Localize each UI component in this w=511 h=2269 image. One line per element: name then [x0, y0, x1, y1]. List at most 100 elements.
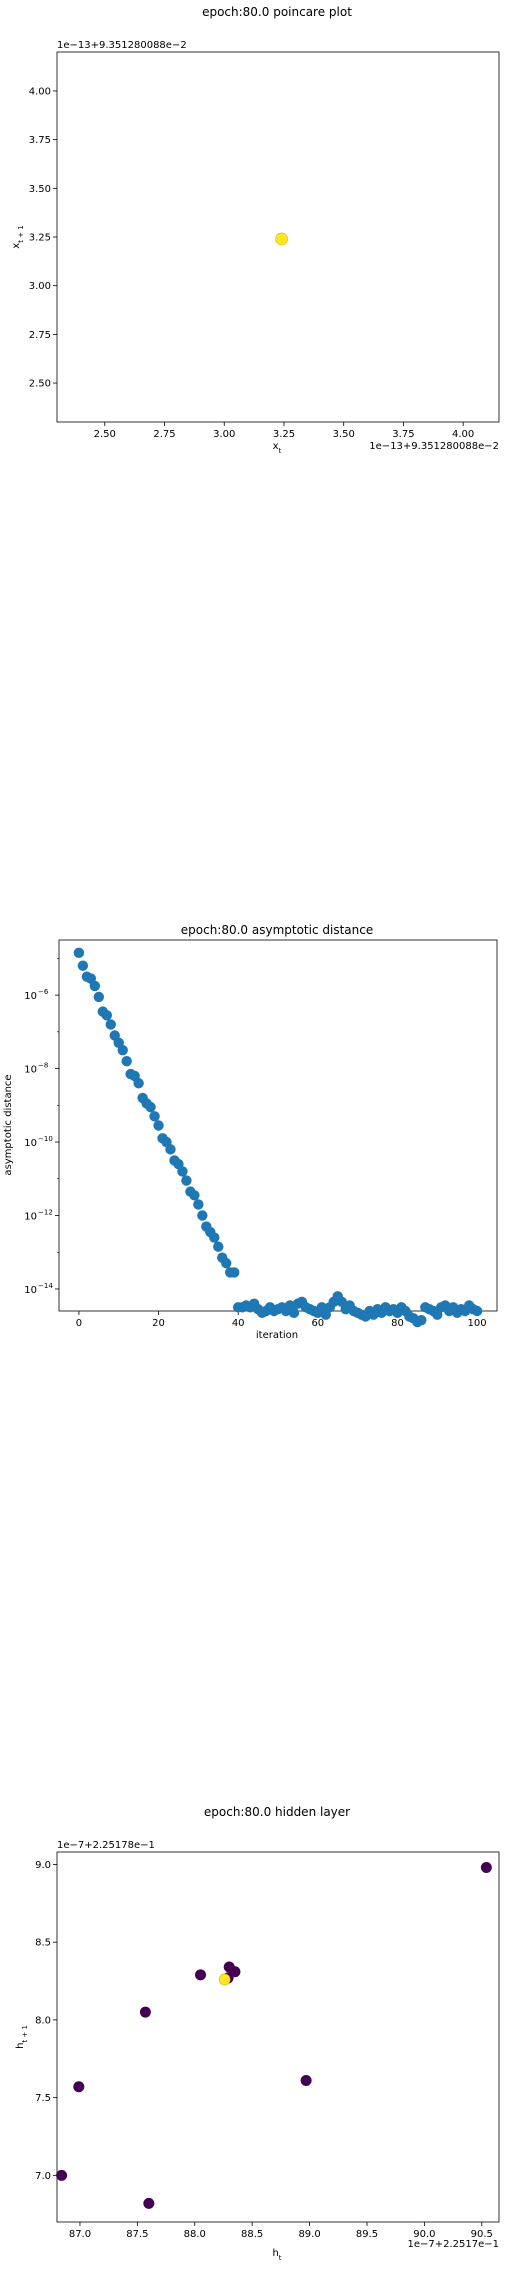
hidden-layer-y-ticks: 7.0 7.5 8.0 8.5 9.0	[35, 1860, 57, 2182]
asymptotic-y-tick-label-4: 10	[24, 1285, 37, 1296]
poincare-y-tick-label-1: 2.75	[29, 330, 51, 341]
hidden-layer-x-tick-label-0: 87.0	[69, 2229, 91, 2240]
asymptotic-point-27	[181, 1175, 192, 1186]
poincare-x-tick-label-4: 3.50	[333, 429, 355, 440]
asymptotic-point-5	[93, 991, 105, 1003]
asymptotic-point-0	[73, 947, 85, 959]
asymptotic-x-tick-label-3: 60	[311, 1318, 324, 1329]
asymptotic-point-35	[213, 1241, 224, 1252]
asymptotic-y-label: asymptotic distance	[3, 1074, 14, 1175]
asymptotic-distance-chart: epoch:80.0 asymptotic distance 0 20 40 60 80…	[3, 923, 498, 1341]
hidden-layer-x-ticks: 87.0 87.5 88.0 88.5 89.0 89.5 90.0 90.5	[69, 2222, 493, 2240]
asymptotic-x-label: iteration	[256, 1330, 298, 1341]
poincare-x-tick-label-5: 3.75	[392, 429, 414, 440]
asymptotic-y-tick-exp-0: −6	[38, 988, 49, 996]
poincare-y-tick-label-6: 4.00	[29, 86, 51, 97]
asymptotic-point-8	[105, 1019, 116, 1030]
asymptotic-point-4	[89, 980, 101, 992]
poincare-x-tick-label-2: 3.00	[213, 429, 235, 440]
hidden-layer-y-tick-label-2: 8.0	[35, 2015, 51, 2026]
poincare-x-offset: 1e−13+9.351280088e−2	[369, 441, 499, 452]
poincare-points	[275, 232, 288, 246]
asymptotic-point-100	[471, 1305, 483, 1317]
asymptotic-point-31	[197, 1210, 208, 1221]
poincare-x-tick-label-1: 2.75	[153, 429, 175, 440]
asymptotic-x-tick-label-5: 100	[468, 1318, 487, 1329]
asymptotic-point-1	[77, 960, 89, 971]
hidden-layer-x-label: ht	[272, 2248, 281, 2262]
poincare-y-tick-label-2: 3.00	[29, 281, 51, 292]
asymptotic-point-20	[153, 1120, 164, 1131]
hidden-layer-x-tick-label-1: 87.5	[126, 2229, 148, 2240]
asymptotic-x-tick-label-0: 0	[76, 1318, 82, 1329]
asymptotic-point-7	[101, 1010, 112, 1021]
hidden-layer-point-4	[139, 2006, 151, 2018]
hidden-layer-x-tick-label-4: 89.0	[298, 2229, 320, 2240]
asymptotic-points	[73, 947, 483, 1328]
hidden-layer-y-tick-label-4: 9.0	[35, 1860, 51, 1871]
hidden-layer-point-0	[480, 1862, 492, 1874]
asymptotic-y-tick-exp-2: −10	[38, 1135, 53, 1143]
poincare-x-label: xt	[273, 441, 282, 455]
asymptotic-y-tick-exp-4: −14	[38, 1282, 53, 1290]
poincare-y-ticks: 2.50 2.75 3.00 3.25 3.50 3.75 4.00	[29, 86, 57, 390]
asymptotic-x-tick-label-1: 20	[152, 1318, 165, 1329]
poincare-y-offset: 1e−13+9.351280088e−2	[57, 40, 187, 51]
asymptotic-title: epoch:80.0 asymptotic distance	[181, 923, 373, 937]
hidden-layer-chart: epoch:80.0 hidden layer 1e−7+2.25178e−1 …	[15, 1805, 500, 2262]
asymptotic-x-tick-label-2: 40	[232, 1318, 245, 1329]
asymptotic-point-12	[121, 1056, 132, 1067]
hidden-layer-x-tick-label-3: 88.5	[241, 2229, 263, 2240]
poincare-x-tick-label-6: 4.00	[452, 429, 474, 440]
poincare-y-tick-label-0: 2.50	[29, 379, 51, 390]
poincare-x-tick-label-3: 3.25	[273, 429, 295, 440]
asymptotic-y-tick-label-3: 10	[24, 1211, 37, 1222]
hidden-layer-x-tick-label-2: 88.0	[184, 2229, 206, 2240]
asymptotic-y-tick-label-0: 10	[24, 991, 37, 1002]
asymptotic-point-54	[288, 1307, 300, 1319]
poincare-x-tick-label-0: 2.50	[94, 429, 116, 440]
hidden-layer-point-10	[218, 1973, 231, 1986]
hidden-layer-point-2	[73, 2081, 85, 2093]
asymptotic-y-tick-exp-1: −8	[38, 1062, 48, 1070]
hidden-layer-point-3	[143, 2197, 155, 2209]
hidden-layer-point-6	[300, 2075, 312, 2087]
hidden-layer-y-tick-label-1: 7.5	[35, 2093, 51, 2104]
asymptotic-point-11	[117, 1044, 128, 1056]
hidden-layer-x-tick-label-5: 89.5	[356, 2229, 378, 2240]
poincare-title: epoch:80.0 poincare plot	[202, 5, 352, 19]
poincare-point-0	[275, 232, 288, 246]
hidden-layer-points	[56, 1862, 492, 2209]
asymptotic-point-18	[145, 1101, 156, 1113]
asymptotic-y-tick-label-1: 10	[24, 1065, 37, 1076]
asymptotic-point-19	[149, 1111, 160, 1122]
asymptotic-point-15	[133, 1078, 144, 1089]
poincare-y-tick-label-4: 3.50	[29, 184, 51, 195]
asymptotic-y-tick-exp-3: −12	[38, 1208, 53, 1216]
asymptotic-point-34	[209, 1232, 220, 1243]
asymptotic-frame	[58, 939, 498, 1312]
hidden-layer-title: epoch:80.0 hidden layer	[204, 1805, 350, 1819]
poincare-chart: epoch:80.0 poincare plot 1e−13+9.3512800…	[11, 5, 500, 455]
asymptotic-point-26	[177, 1166, 188, 1177]
asymptotic-point-23	[165, 1144, 176, 1155]
asymptotic-x-tick-label-4: 80	[391, 1318, 404, 1329]
hidden-layer-y-tick-label-0: 7.0	[35, 2171, 51, 2182]
poincare-x-ticks: 2.50 2.75 3.00 3.25 3.50 3.75 4.00	[94, 422, 474, 440]
asymptotic-point-39	[229, 1267, 240, 1278]
asymptotic-point-30	[193, 1199, 204, 1210]
hidden-layer-y-label: ht + 1	[15, 2025, 29, 2049]
hidden-layer-x-tick-label-6: 90.0	[413, 2229, 435, 2240]
poincare-y-tick-label-3: 3.25	[29, 233, 51, 244]
asymptotic-point-37	[221, 1258, 232, 1269]
hidden-layer-y-offset: 1e−7+2.25178e−1	[57, 1840, 155, 1851]
hidden-layer-x-offset: 1e−7+2.2517e−1	[407, 2239, 499, 2250]
poincare-y-tick-label-5: 3.75	[29, 135, 51, 146]
asymptotic-point-29	[189, 1190, 200, 1201]
hidden-layer-point-5	[195, 1969, 207, 1981]
hidden-layer-frame	[56, 1851, 500, 2223]
hidden-layer-y-tick-label-3: 8.5	[35, 1938, 51, 1949]
hidden-layer-point-1	[56, 2169, 68, 2181]
poincare-y-label: xt + 1	[11, 225, 25, 248]
asymptotic-y-tick-label-2: 10	[24, 1138, 37, 1149]
